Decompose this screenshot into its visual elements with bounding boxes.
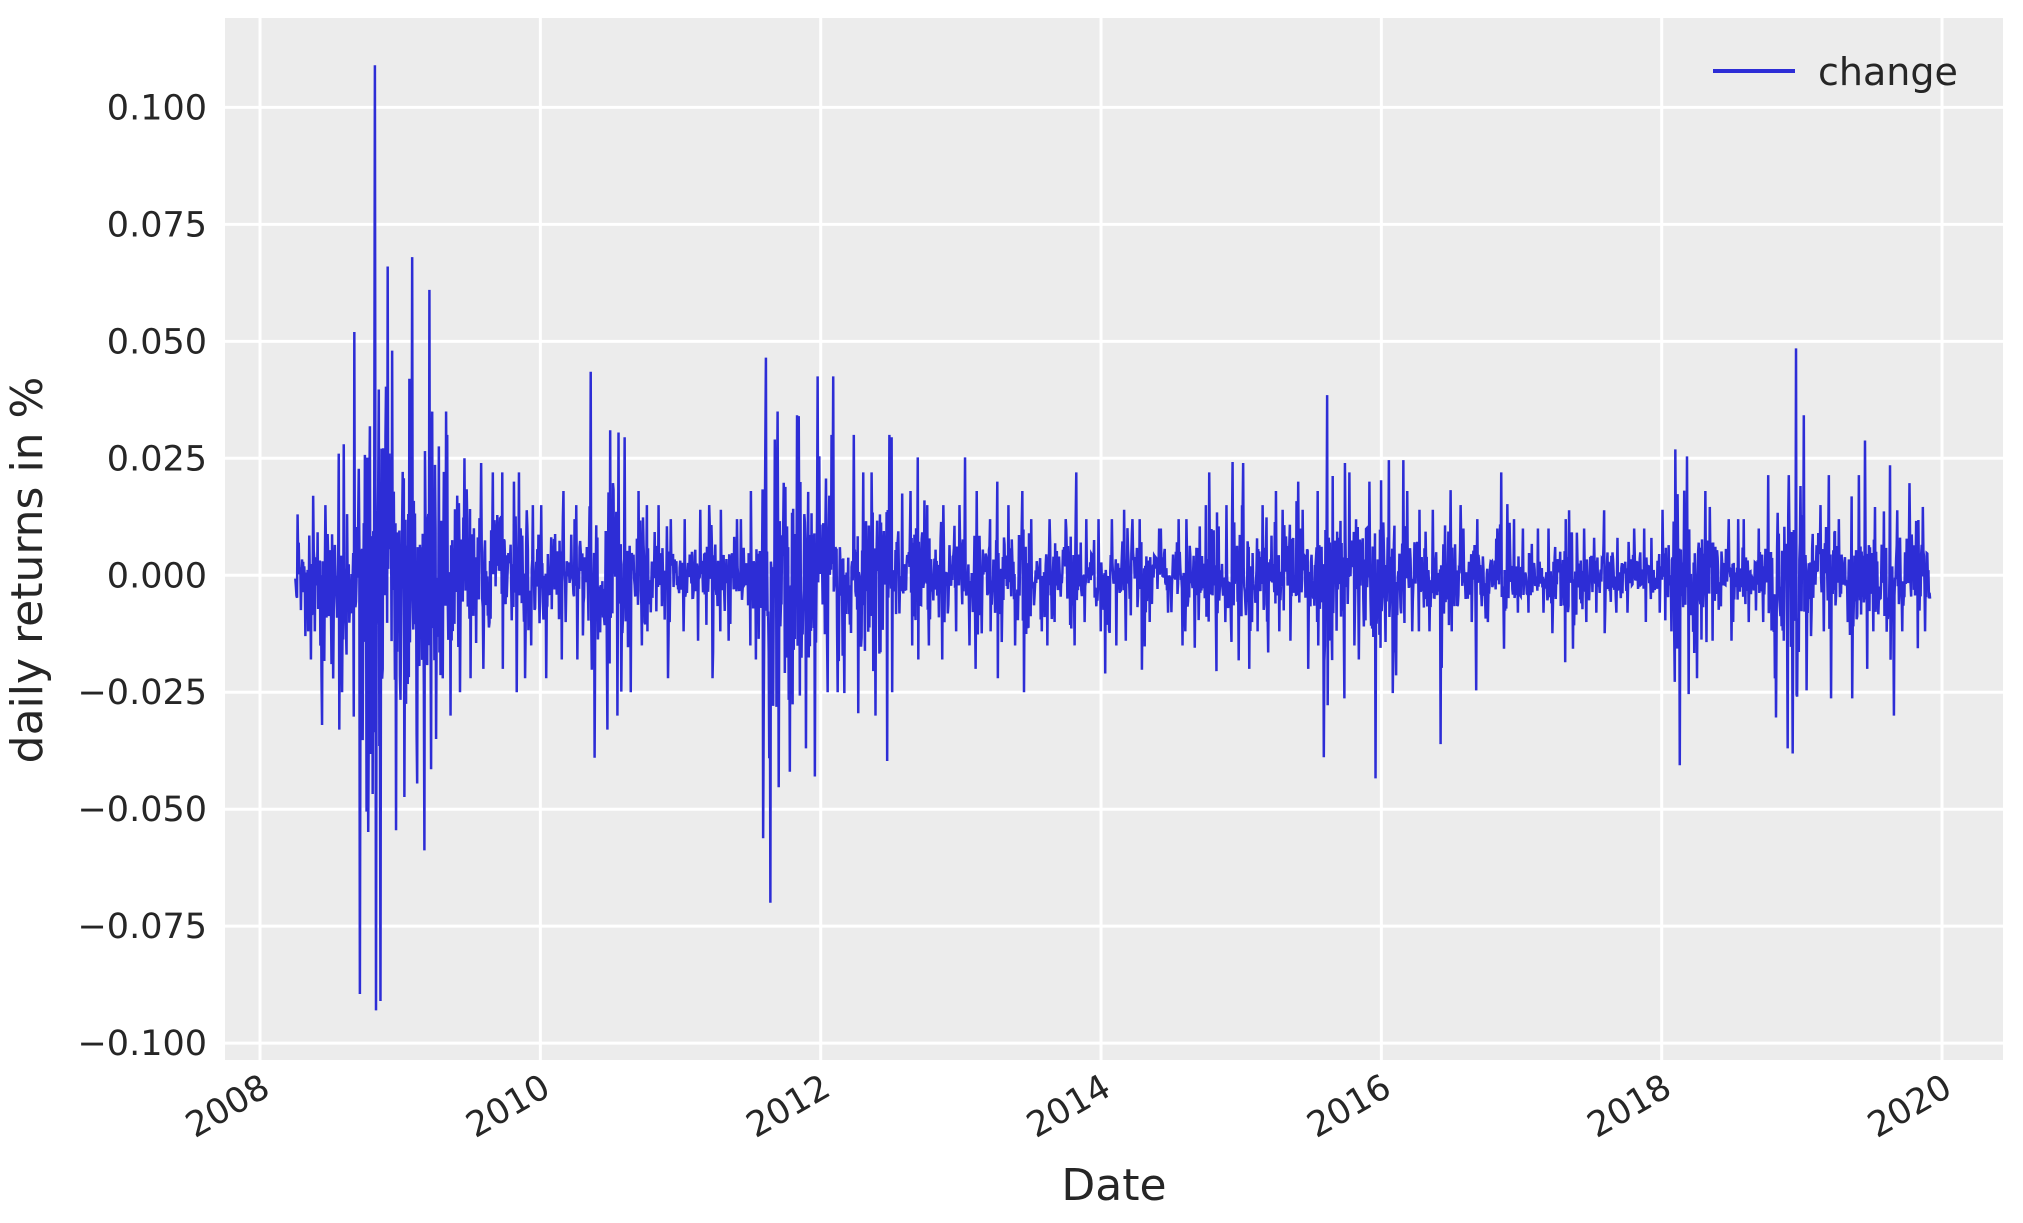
x-tick-labels: 2008 2010 2012 2014 2016 2018 2020 bbox=[179, 1067, 1958, 1146]
y-tick-label: −0.025 bbox=[77, 673, 207, 713]
x-tick-label: 2020 bbox=[1861, 1067, 1958, 1146]
x-tick-label: 2014 bbox=[1020, 1067, 1117, 1146]
y-tick-label: 0.075 bbox=[107, 205, 207, 245]
series-line-change bbox=[294, 65, 1932, 1011]
x-tick-label: 2018 bbox=[1581, 1067, 1678, 1146]
y-tick-label: 0.100 bbox=[107, 88, 207, 128]
x-tick-label: 2008 bbox=[179, 1067, 276, 1146]
legend-label: change bbox=[1818, 50, 1958, 94]
y-tick-label: −0.075 bbox=[77, 907, 207, 947]
x-tick-label: 2016 bbox=[1301, 1067, 1398, 1146]
y-tick-label: −0.050 bbox=[77, 790, 207, 830]
y-axis-label: daily returns in % bbox=[2, 377, 53, 764]
y-tick-label: 0.025 bbox=[107, 439, 207, 479]
legend: change bbox=[1713, 50, 1958, 94]
y-tick-labels: 0.100 0.075 0.050 0.025 0.000 −0.025 −0.050 −0.… bbox=[77, 88, 207, 1064]
y-tick-label: 0.000 bbox=[107, 556, 207, 596]
x-tick-label: 2012 bbox=[740, 1067, 837, 1146]
x-axis-label: Date bbox=[1061, 1160, 1166, 1211]
x-tick-label: 2010 bbox=[460, 1067, 557, 1146]
y-tick-label: −0.100 bbox=[77, 1024, 207, 1064]
y-tick-label: 0.050 bbox=[107, 322, 207, 362]
series-group bbox=[294, 65, 1932, 1011]
